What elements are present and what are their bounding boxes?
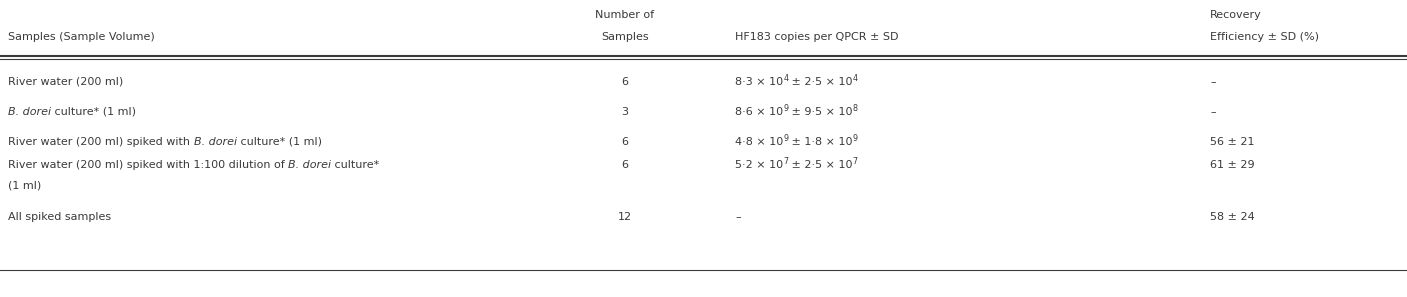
Text: 8: 8 bbox=[853, 104, 858, 113]
Text: 4: 4 bbox=[853, 74, 858, 83]
Text: 58 ± 24: 58 ± 24 bbox=[1210, 212, 1255, 222]
Text: 6: 6 bbox=[622, 137, 629, 147]
Text: B. dorei: B. dorei bbox=[288, 160, 332, 170]
Text: 7: 7 bbox=[784, 157, 788, 166]
Text: 5·2 × 10: 5·2 × 10 bbox=[734, 160, 784, 170]
Text: 4: 4 bbox=[784, 74, 788, 83]
Text: –: – bbox=[734, 212, 740, 222]
Text: ± 9·5 × 10: ± 9·5 × 10 bbox=[788, 107, 853, 117]
Text: Samples (Sample Volume): Samples (Sample Volume) bbox=[8, 32, 155, 42]
Text: Recovery: Recovery bbox=[1210, 10, 1262, 20]
Text: B. dorei: B. dorei bbox=[194, 137, 236, 147]
Text: 9: 9 bbox=[784, 134, 788, 143]
Text: Number of: Number of bbox=[595, 10, 654, 20]
Text: 6: 6 bbox=[622, 77, 629, 87]
Text: 8·6 × 10: 8·6 × 10 bbox=[734, 107, 784, 117]
Text: ± 2·5 × 10: ± 2·5 × 10 bbox=[788, 160, 853, 170]
Text: 7: 7 bbox=[853, 157, 858, 166]
Text: Samples: Samples bbox=[601, 32, 649, 42]
Text: ± 1·8 × 10: ± 1·8 × 10 bbox=[788, 137, 853, 147]
Text: 4·8 × 10: 4·8 × 10 bbox=[734, 137, 784, 147]
Text: –: – bbox=[1210, 107, 1216, 117]
Text: River water (200 ml) spiked with 1:100 dilution of: River water (200 ml) spiked with 1:100 d… bbox=[8, 160, 288, 170]
Text: HF183 copies per QPCR ± SD: HF183 copies per QPCR ± SD bbox=[734, 32, 899, 42]
Text: (1 ml): (1 ml) bbox=[8, 180, 41, 190]
Text: River water (200 ml): River water (200 ml) bbox=[8, 77, 124, 87]
Text: Efficiency ± SD (%): Efficiency ± SD (%) bbox=[1210, 32, 1318, 42]
Text: River water (200 ml) spiked with: River water (200 ml) spiked with bbox=[8, 137, 194, 147]
Text: 6: 6 bbox=[622, 160, 629, 170]
Text: 61 ± 29: 61 ± 29 bbox=[1210, 160, 1255, 170]
Text: B. dorei: B. dorei bbox=[8, 107, 51, 117]
Text: 9: 9 bbox=[853, 134, 858, 143]
Text: 12: 12 bbox=[618, 212, 632, 222]
Text: 9: 9 bbox=[784, 104, 788, 113]
Text: culture*: culture* bbox=[332, 160, 380, 170]
Text: All spiked samples: All spiked samples bbox=[8, 212, 111, 222]
Text: culture* (1 ml): culture* (1 ml) bbox=[236, 137, 322, 147]
Text: 8·3 × 10: 8·3 × 10 bbox=[734, 77, 784, 87]
Text: –: – bbox=[1210, 77, 1216, 87]
Text: 56 ± 21: 56 ± 21 bbox=[1210, 137, 1255, 147]
Text: culture* (1 ml): culture* (1 ml) bbox=[51, 107, 136, 117]
Text: ± 2·5 × 10: ± 2·5 × 10 bbox=[788, 77, 853, 87]
Text: 3: 3 bbox=[622, 107, 629, 117]
